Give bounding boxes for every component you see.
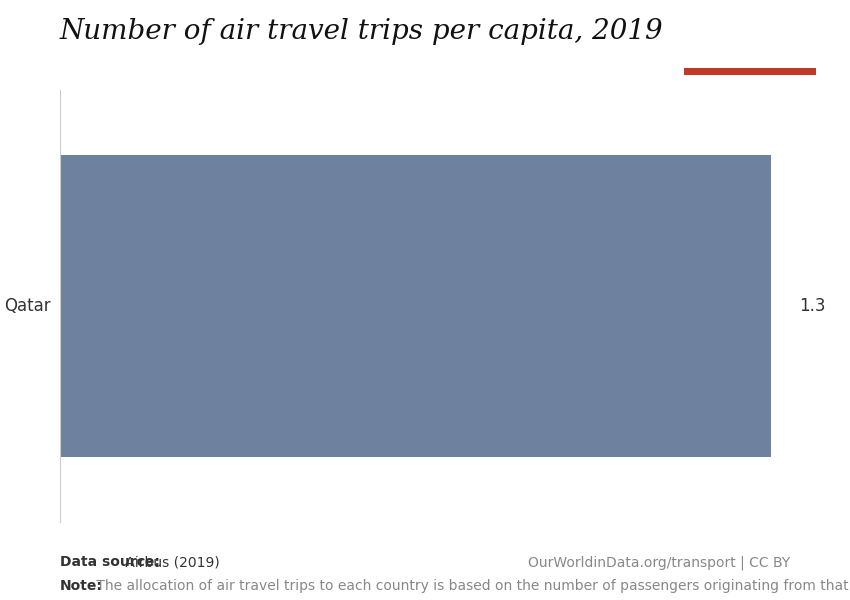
Text: Airbus (2019): Airbus (2019) [121, 555, 219, 569]
Text: Note:: Note: [60, 579, 102, 593]
Text: OurWorldinData.org/transport | CC BY: OurWorldinData.org/transport | CC BY [528, 555, 790, 569]
Text: Data source:: Data source: [60, 555, 159, 569]
Bar [60, 155, 771, 457]
Bar [684, 68, 816, 75]
Text: 1.3: 1.3 [799, 297, 825, 315]
Text: in Data: in Data [726, 53, 774, 65]
Text: Qatar: Qatar [4, 297, 51, 315]
Text: The allocation of air travel trips to each country is based on the number of pas: The allocation of air travel trips to ea… [92, 579, 850, 593]
Text: Number of air travel trips per capita, 2019: Number of air travel trips per capita, 2… [60, 18, 663, 45]
Text: Our World: Our World [717, 33, 784, 46]
